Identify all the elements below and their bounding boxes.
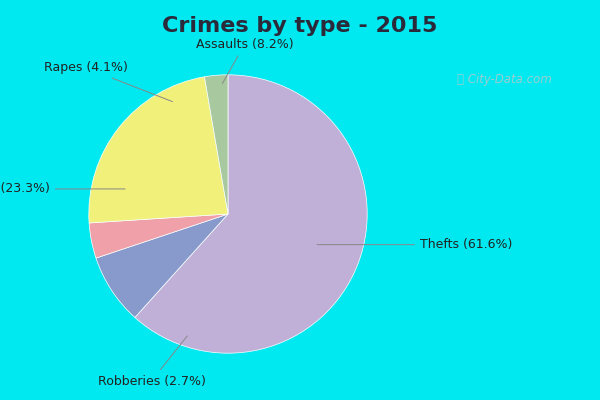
Wedge shape	[89, 214, 228, 258]
Wedge shape	[135, 75, 367, 353]
Wedge shape	[96, 214, 228, 318]
Text: Assaults (8.2%): Assaults (8.2%)	[196, 38, 293, 84]
Wedge shape	[205, 75, 228, 214]
Text: Thefts (61.6%): Thefts (61.6%)	[317, 238, 512, 251]
Text: ⓘ City-Data.com: ⓘ City-Data.com	[457, 74, 551, 86]
Text: Robberies (2.7%): Robberies (2.7%)	[98, 336, 205, 388]
Text: Burglaries (23.3%): Burglaries (23.3%)	[0, 182, 125, 196]
Text: Rapes (4.1%): Rapes (4.1%)	[44, 61, 173, 102]
Text: Crimes by type - 2015: Crimes by type - 2015	[163, 16, 437, 36]
Wedge shape	[89, 77, 228, 223]
